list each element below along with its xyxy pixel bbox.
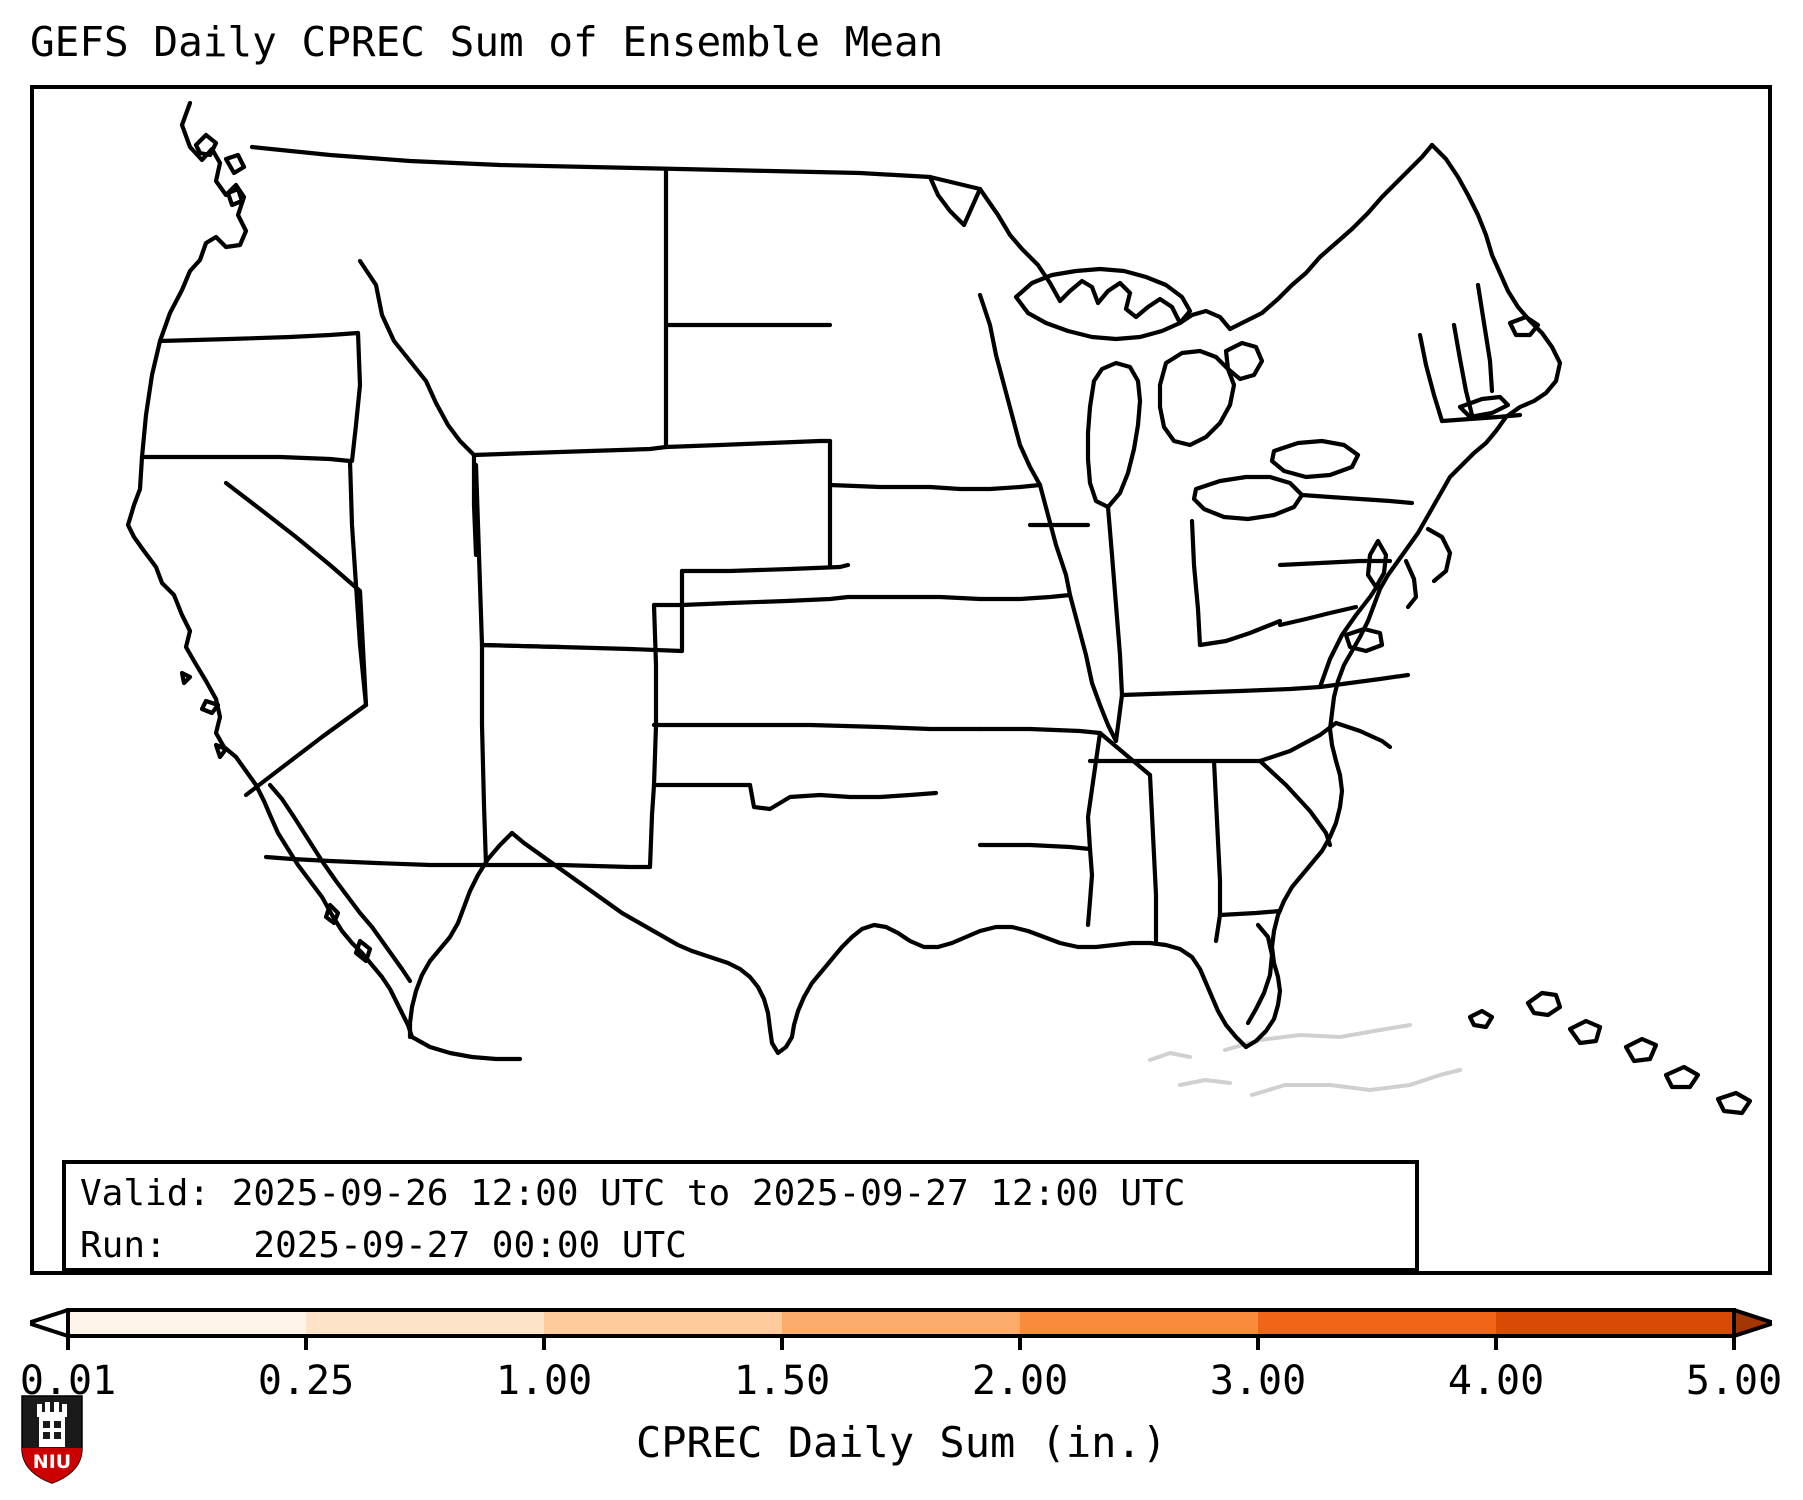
colorbar-extend-high <box>1732 1308 1772 1338</box>
colorbar-extend-low <box>30 1308 70 1338</box>
colorbar-band <box>1258 1310 1497 1336</box>
colorbar-band <box>1496 1310 1735 1336</box>
colorbar[interactable] <box>30 1300 1772 1350</box>
colorbar-svg <box>30 1308 1772 1350</box>
colorbar-bands <box>30 1308 1772 1338</box>
shield-contents: NIU <box>22 1402 82 1483</box>
map-panel[interactable] <box>30 85 1772 1275</box>
colorbar-tick-label: 1.50 <box>733 1358 831 1404</box>
valid-period-text: Valid: 2025-09-26 12:00 UTC to 2025-09-2… <box>80 1173 1186 1214</box>
colorbar-band <box>782 1310 1021 1336</box>
colorbar-band <box>1020 1310 1259 1336</box>
colorbar-axis-label: CPREC Daily Sum (in.) <box>635 1418 1167 1467</box>
colorbar-outline <box>66 1308 1736 1338</box>
forecast-info-box: Valid: 2025-09-26 12:00 UTC to 2025-09-2… <box>62 1160 1419 1272</box>
colorbar-tick-label: 0.25 <box>257 1358 355 1404</box>
colorbar-ticks <box>66 1308 1736 1350</box>
colorbar-tick-labels: 0.01 0.25 1.00 1.50 2.00 3.00 4.00 5.00 <box>0 1358 1803 1413</box>
map-background <box>34 89 1768 1271</box>
colorbar-band <box>544 1310 783 1336</box>
page-title: GEFS Daily CPREC Sum of Ensemble Mean <box>30 18 944 66</box>
conus-outlines <box>125 100 1753 1116</box>
colorbar-band <box>68 1310 307 1336</box>
colorbar-tick-label: 4.00 <box>1447 1358 1545 1404</box>
conus-map <box>34 89 1768 1271</box>
castle-windows <box>43 1421 61 1439</box>
colorbar-tick-label: 2.00 <box>971 1358 1069 1404</box>
colorbar-tick-label: 5.00 <box>1685 1358 1783 1404</box>
niu-shield-logo[interactable]: NIU <box>18 1392 86 1487</box>
colorbar-band <box>306 1310 545 1336</box>
colorbar-tick-label: 3.00 <box>1209 1358 1307 1404</box>
model-run-text: Run: 2025-09-27 00:00 UTC <box>80 1225 687 1266</box>
colorbar-tick-label: 1.00 <box>495 1358 593 1404</box>
logo-text: NIU <box>33 1451 71 1473</box>
